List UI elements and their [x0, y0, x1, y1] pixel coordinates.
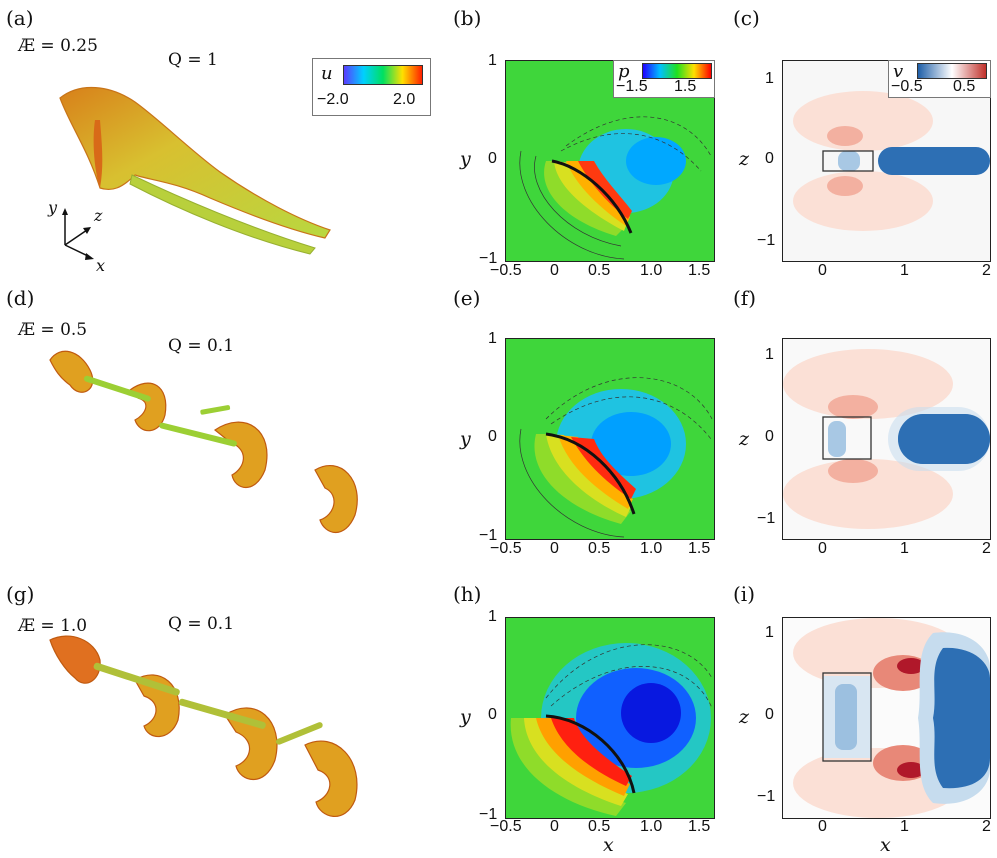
aspect-ratio-d: Æ = 0.5: [18, 320, 88, 340]
x-tick-e-0: −0.5: [490, 540, 522, 557]
y-axis-label-b: y: [460, 148, 471, 170]
y-tick-b-bot: −1: [479, 250, 498, 267]
p-colorbar-max: 1.5: [674, 78, 697, 95]
z-tick-f-top: 1: [765, 346, 774, 363]
y-tick-b-mid: 0: [488, 150, 497, 167]
panel-label-h: (h): [453, 582, 482, 606]
x-tick-f-0: 0: [818, 540, 827, 557]
axis-triad: [62, 208, 94, 260]
triad-z-label: z: [94, 206, 103, 225]
z-tick-c-top: 1: [765, 70, 774, 87]
x-tick-e-1: 0: [550, 540, 559, 557]
panel-label-e: (e): [453, 286, 481, 310]
velocity-contour-f: [782, 338, 991, 540]
v-colorbar-gradient: [917, 63, 987, 79]
q-criterion-d: Q = 0.1: [168, 336, 235, 356]
y-tick-b-top: 1: [488, 52, 497, 69]
z-axis-label-c: z: [739, 148, 750, 170]
x-tick-h-0: −0.5: [490, 818, 522, 835]
x-tick-c-0: 0: [818, 262, 827, 279]
p-colorbar-b: p −1.5 1.5: [613, 60, 715, 98]
v-colorbar-min: −0.5: [891, 78, 923, 95]
p-colorbar-symbol: p: [618, 61, 630, 82]
x-tick-h-3: 1.0: [640, 818, 663, 835]
y-tick-e-mid: 0: [488, 428, 497, 445]
y-tick-h-bot: −1: [479, 806, 498, 823]
panel-label-f: (f): [733, 286, 757, 310]
panel-label-c: (c): [733, 6, 760, 30]
x-tick-e-3: 1.0: [640, 540, 663, 557]
x-tick-b-4: 1.5: [688, 262, 711, 279]
x-axis-label-i: x: [880, 834, 891, 856]
z-tick-f-mid: 0: [765, 428, 774, 445]
vortex-isosurface-d: [49, 350, 358, 534]
x-axis-label-h: x: [603, 834, 614, 856]
z-tick-i-mid: 0: [765, 706, 774, 723]
z-axis-label-f: z: [739, 428, 750, 450]
z-tick-f-bot: −1: [757, 510, 776, 527]
vortex-isosurface-a: [59, 87, 331, 255]
pressure-contour-e: [505, 338, 715, 540]
x-tick-i-2: 2: [982, 818, 991, 835]
x-tick-f-2: 2: [982, 540, 991, 557]
x-tick-h-1: 0: [550, 818, 559, 835]
panel-label-a: (a): [6, 6, 34, 30]
pressure-contour-h: [505, 617, 715, 819]
panel-label-b: (b): [453, 6, 482, 30]
x-tick-i-1: 1: [900, 818, 909, 835]
aspect-ratio-a: Æ = 0.25: [18, 36, 98, 56]
aspect-ratio-g: Æ = 1.0: [18, 616, 88, 636]
u-colorbar: u −2.0 2.0: [312, 58, 431, 116]
x-tick-b-0: −0.5: [490, 262, 522, 279]
u-colorbar-min: −2.0: [317, 91, 349, 108]
panel-label-g: (g): [6, 582, 35, 606]
z-tick-i-bot: −1: [757, 788, 776, 805]
x-tick-h-2: 0.5: [588, 818, 611, 835]
y-tick-h-mid: 0: [488, 706, 497, 723]
x-tick-f-1: 1: [900, 540, 909, 557]
y-tick-e-bot: −1: [479, 527, 498, 544]
y-tick-e-top: 1: [488, 330, 497, 347]
z-tick-c-mid: 0: [765, 150, 774, 167]
v-colorbar-c: v −0.5 0.5: [888, 60, 991, 98]
panel-label-i: (i): [733, 582, 756, 606]
x-tick-e-4: 1.5: [688, 540, 711, 557]
y-axis-label-e: y: [460, 428, 471, 450]
x-tick-b-2: 0.5: [588, 262, 611, 279]
triad-y-label: y: [48, 198, 58, 217]
q-criterion-a: Q = 1: [168, 50, 218, 70]
z-tick-i-top: 1: [765, 624, 774, 641]
x-tick-b-1: 0: [550, 262, 559, 279]
u-colorbar-max: 2.0: [393, 91, 416, 108]
x-tick-i-0: 0: [818, 818, 827, 835]
u-colorbar-symbol: u: [321, 63, 333, 84]
x-tick-b-3: 1.0: [640, 262, 663, 279]
y-tick-h-top: 1: [488, 608, 497, 625]
velocity-contour-i: [782, 617, 991, 819]
u-colorbar-gradient: [343, 65, 423, 85]
x-tick-c-1: 1: [900, 262, 909, 279]
z-axis-label-i: z: [739, 706, 750, 728]
v-colorbar-symbol: v: [893, 61, 904, 82]
x-tick-c-2: 2: [982, 262, 991, 279]
x-tick-e-2: 0.5: [588, 540, 611, 557]
panel-label-d: (d): [6, 286, 35, 310]
vortex-isosurface-g: [49, 635, 358, 817]
x-tick-h-4: 1.5: [688, 818, 711, 835]
y-axis-label-h: y: [460, 706, 471, 728]
v-colorbar-max: 0.5: [953, 78, 976, 95]
q-criterion-g: Q = 0.1: [168, 614, 235, 634]
p-colorbar-min: −1.5: [616, 78, 648, 95]
p-colorbar-gradient: [642, 63, 712, 79]
velocity-contour-c: [782, 60, 991, 262]
z-tick-c-bot: −1: [757, 232, 776, 249]
triad-x-label: x: [96, 256, 106, 275]
